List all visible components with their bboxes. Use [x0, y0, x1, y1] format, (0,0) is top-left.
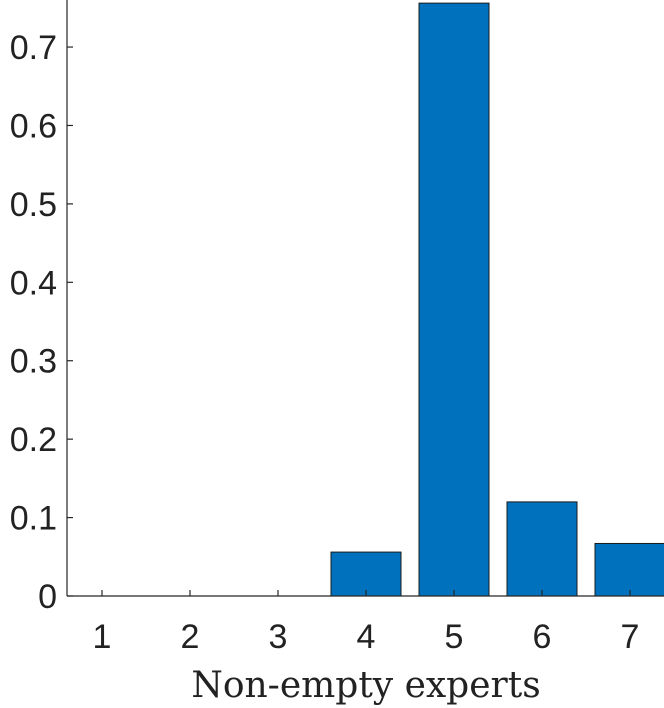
- y-tick-label: 0: [38, 578, 57, 616]
- x-tick-label-6: 6: [533, 618, 552, 656]
- x-tick-label-1: 1: [93, 618, 112, 656]
- bar-5: [418, 2, 490, 597]
- bar-6: [506, 501, 578, 597]
- bars-group: [67, 2, 664, 597]
- x-tick-label-7: 7: [621, 618, 640, 656]
- y-tick-label: 0.6: [10, 107, 57, 145]
- x-tick-label-2: 2: [181, 618, 200, 656]
- x-tick-label-5: 5: [445, 618, 464, 656]
- bar-4: [330, 551, 402, 597]
- x-ticks-group: 1 2 3 4 5 6 7: [93, 590, 640, 656]
- y-tick-label: 0.1: [10, 500, 57, 538]
- y-tick-label: 0.2: [10, 421, 57, 459]
- x-tick-label-4: 4: [357, 618, 376, 656]
- bar-7: [594, 542, 664, 597]
- y-tick-label: 0.3: [10, 343, 57, 381]
- x-axis-title: Non-empty experts: [191, 665, 540, 706]
- y-ticks-group: 0 0.1 0.2 0.3 0.4 0.5 0.6 0.7: [10, 29, 73, 616]
- y-tick-label: 0.4: [10, 264, 57, 302]
- y-tick-label: 0.7: [10, 29, 57, 67]
- x-tick-label-3: 3: [269, 618, 288, 656]
- y-tick-label: 0.5: [10, 186, 57, 224]
